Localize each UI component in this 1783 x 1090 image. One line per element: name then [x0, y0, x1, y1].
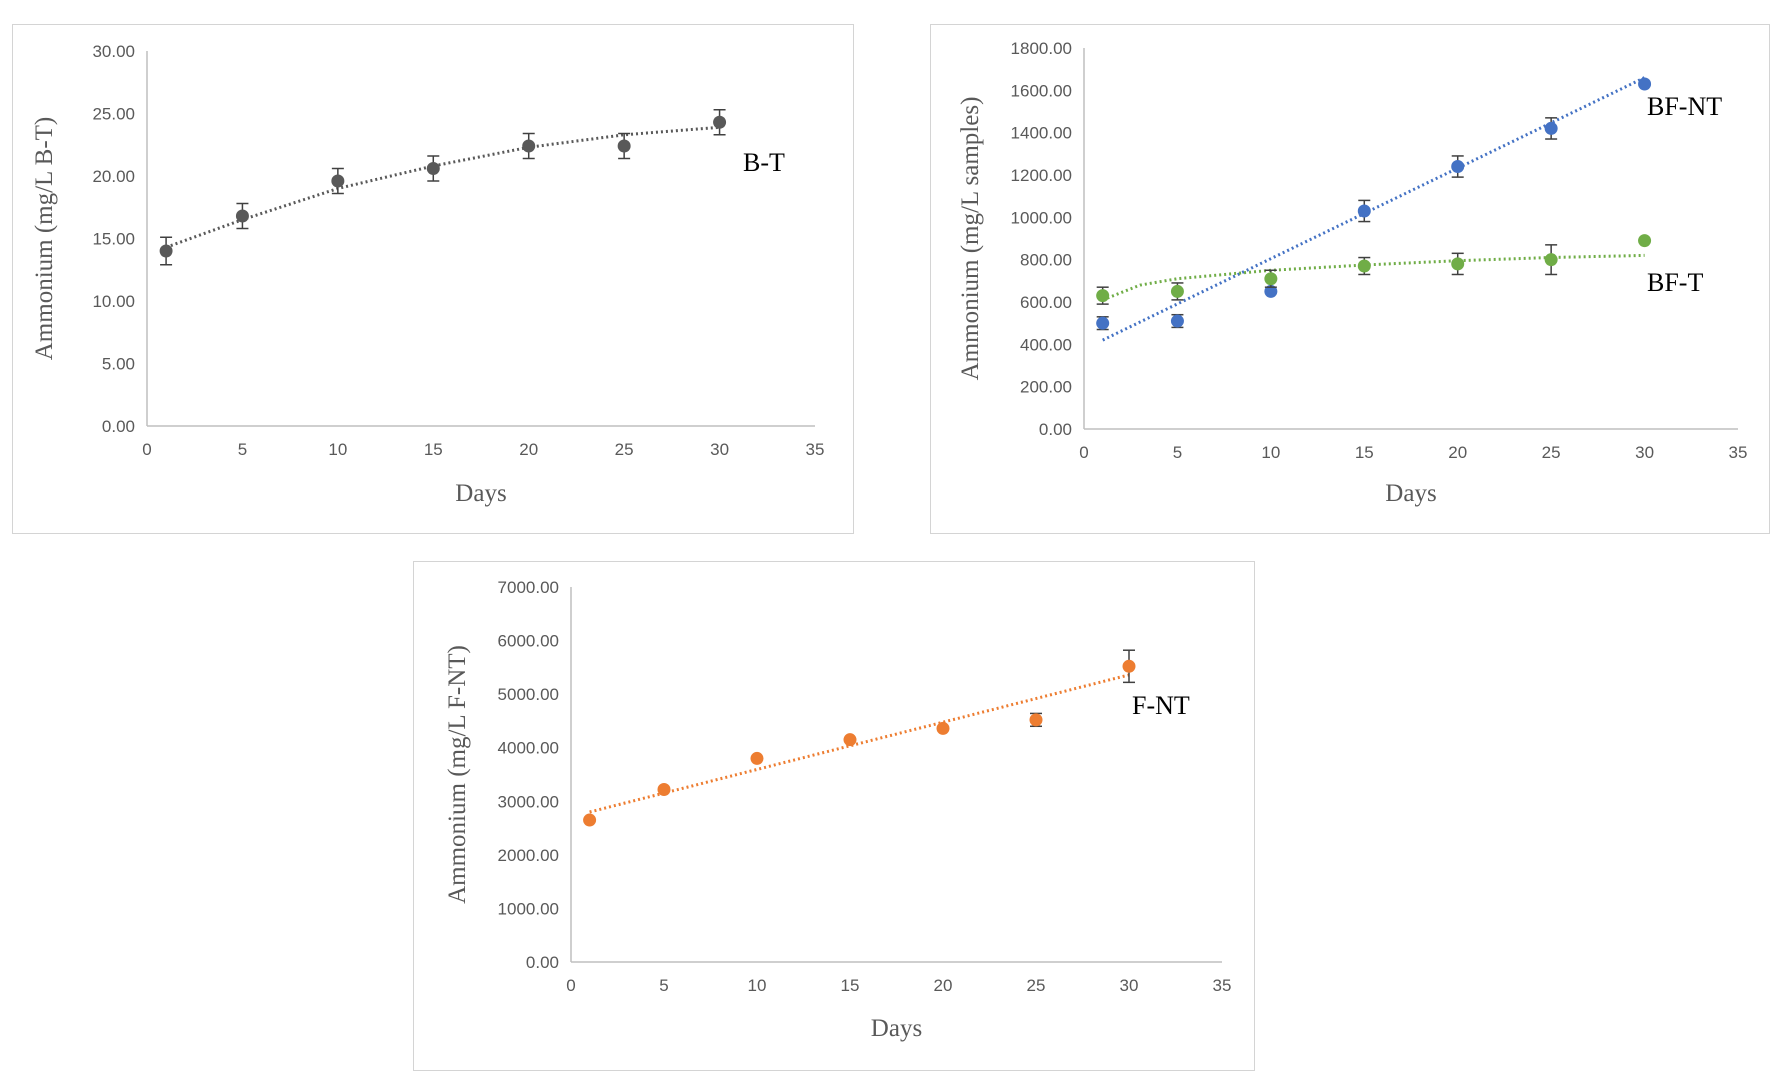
data-point-b-t: [426, 162, 440, 175]
x-axis-title: Days: [455, 480, 506, 507]
x-tick-label: 30: [1120, 976, 1139, 995]
data-point-f-nt: [843, 733, 857, 747]
data-point-bf-nt: [1170, 314, 1184, 328]
y-tick-label: 1400.00: [1011, 124, 1072, 143]
y-tick-label: 1600.00: [1011, 81, 1072, 100]
x-tick-label: 5: [1173, 443, 1182, 462]
x-tick-label: 30: [1635, 443, 1654, 462]
x-tick-label: 10: [1261, 443, 1280, 462]
data-point-bf-t: [1170, 284, 1184, 298]
data-point-b-t: [617, 139, 631, 153]
y-tick-label: 5.00: [102, 355, 135, 374]
data-point-f-nt: [750, 751, 764, 765]
x-tick-label: 15: [1355, 443, 1374, 462]
x-tick-label: 20: [1448, 443, 1467, 462]
series-label-b-t: B-T: [743, 148, 785, 177]
x-tick-label: 20: [934, 976, 953, 995]
data-point-f-nt: [1029, 713, 1043, 727]
y-tick-label: 7000.00: [498, 578, 559, 597]
x-tick-label: 35: [806, 440, 825, 459]
y-tick-label: 0.00: [1039, 420, 1072, 439]
x-axis-title: Days: [1385, 480, 1436, 507]
trendline-b-t: [165, 125, 720, 249]
series-label-f-nt: F-NT: [1132, 691, 1190, 720]
data-point-bf-nt: [1544, 121, 1558, 135]
x-tick-label: 30: [710, 440, 729, 459]
data-point-bf-t: [1357, 259, 1371, 273]
data-point-f-nt: [583, 813, 597, 827]
x-tick-label: 35: [1213, 976, 1232, 995]
x-tick-label: 0: [1079, 443, 1088, 462]
y-tick-label: 1000.00: [498, 899, 559, 918]
series-label-bf-nt: BF-NT: [1647, 92, 1722, 121]
data-point-bf-nt: [1638, 77, 1652, 91]
x-tick-label: 25: [1542, 443, 1561, 462]
x-tick-label: 0: [566, 976, 575, 995]
data-point-f-nt: [1122, 659, 1136, 673]
trendline-bf-nt: [1102, 76, 1646, 342]
x-tick-label: 15: [841, 976, 860, 995]
chart-f-nt: 0 5 10 15 20 25 30 35 0.00 1000.00 2000.00 3000.00 4…: [444, 578, 1232, 1042]
data-point-b-t: [522, 139, 536, 153]
data-point-bf-nt: [1451, 160, 1465, 174]
x-tick-label: 15: [424, 440, 443, 459]
data-point-f-nt: [936, 721, 950, 735]
data-point-bf-t: [1638, 234, 1652, 248]
data-point-f-nt: [657, 783, 671, 796]
y-axis-title: Ammonium (mg/L F-NT): [444, 645, 471, 904]
y-tick-label: 1000.00: [1011, 208, 1072, 227]
data-point-bf-t: [1544, 253, 1558, 267]
y-tick-label: 600.00: [1020, 293, 1072, 312]
data-point-b-t: [235, 209, 249, 223]
x-tick-label: 5: [659, 976, 668, 995]
data-point-bf-t: [1451, 257, 1465, 271]
chart-panel-f-nt: 0 5 10 15 20 25 30 35 0.00 1000.00 2000.00 3000.00 4…: [413, 561, 1255, 1071]
chart-panel-b-t: 0 5 10 15 20 25 30 35 0.00 5.00 10.00 15.00 20.00 25.…: [12, 24, 854, 534]
data-point-b-t: [331, 174, 345, 188]
y-tick-label: 30.00: [92, 42, 135, 61]
chart-b-t: 0 5 10 15 20 25 30 35 0.00 5.00 10.00 15.00 20.00 25.…: [31, 42, 825, 507]
y-tick-label: 0.00: [102, 417, 135, 436]
y-tick-label: 400.00: [1020, 335, 1072, 354]
y-tick-label: 5000.00: [498, 685, 559, 704]
x-tick-label: 0: [142, 440, 151, 459]
y-tick-label: 1800.00: [1011, 39, 1072, 58]
y-tick-label: 10.00: [92, 292, 135, 311]
data-point-bf-nt: [1096, 316, 1110, 330]
series-label-bf-t: BF-T: [1647, 268, 1703, 297]
y-tick-label: 25.00: [92, 105, 135, 124]
y-tick-label: 0.00: [526, 953, 559, 972]
x-tick-label: 25: [615, 440, 634, 459]
y-axis-title: Ammonium (mg/L samples): [957, 97, 984, 381]
x-tick-label: 10: [748, 976, 767, 995]
y-tick-label: 20.00: [92, 167, 135, 186]
y-tick-label: 2000.00: [498, 846, 559, 865]
chart-panel-bf: 0 5 10 15 20 25 30 35 0.00 200.00 400.00 600.00 800.…: [930, 24, 1770, 534]
x-tick-label: 10: [328, 440, 347, 459]
data-point-bf-nt: [1264, 284, 1278, 298]
y-tick-label: 800.00: [1020, 251, 1072, 270]
trendline-bf-t: [1102, 253, 1645, 302]
y-tick-label: 3000.00: [498, 792, 559, 811]
x-tick-label: 25: [1027, 976, 1046, 995]
x-tick-label: 20: [519, 440, 538, 459]
y-tick-label: 4000.00: [498, 739, 559, 758]
data-point-b-t: [713, 115, 727, 129]
trendline-f-nt: [589, 673, 1130, 814]
data-point-bf-nt: [1357, 204, 1371, 218]
x-tick-label: 35: [1729, 443, 1748, 462]
y-axis-title: Ammonium (mg/L B-T): [31, 117, 58, 361]
data-point-b-t: [159, 244, 173, 258]
chart-bf-nt-bf-t: 0 5 10 15 20 25 30 35 0.00 200.00 400.00 600.00 800.…: [957, 39, 1748, 507]
y-tick-label: 15.00: [92, 230, 135, 249]
x-axis-title: Days: [871, 1015, 922, 1042]
x-tick-label: 5: [238, 440, 247, 459]
y-tick-label: 6000.00: [498, 632, 559, 651]
data-point-bf-t: [1096, 289, 1110, 303]
y-tick-label: 200.00: [1020, 378, 1072, 397]
y-tick-label: 1200.00: [1011, 166, 1072, 185]
data-point-bf-t: [1264, 272, 1278, 286]
